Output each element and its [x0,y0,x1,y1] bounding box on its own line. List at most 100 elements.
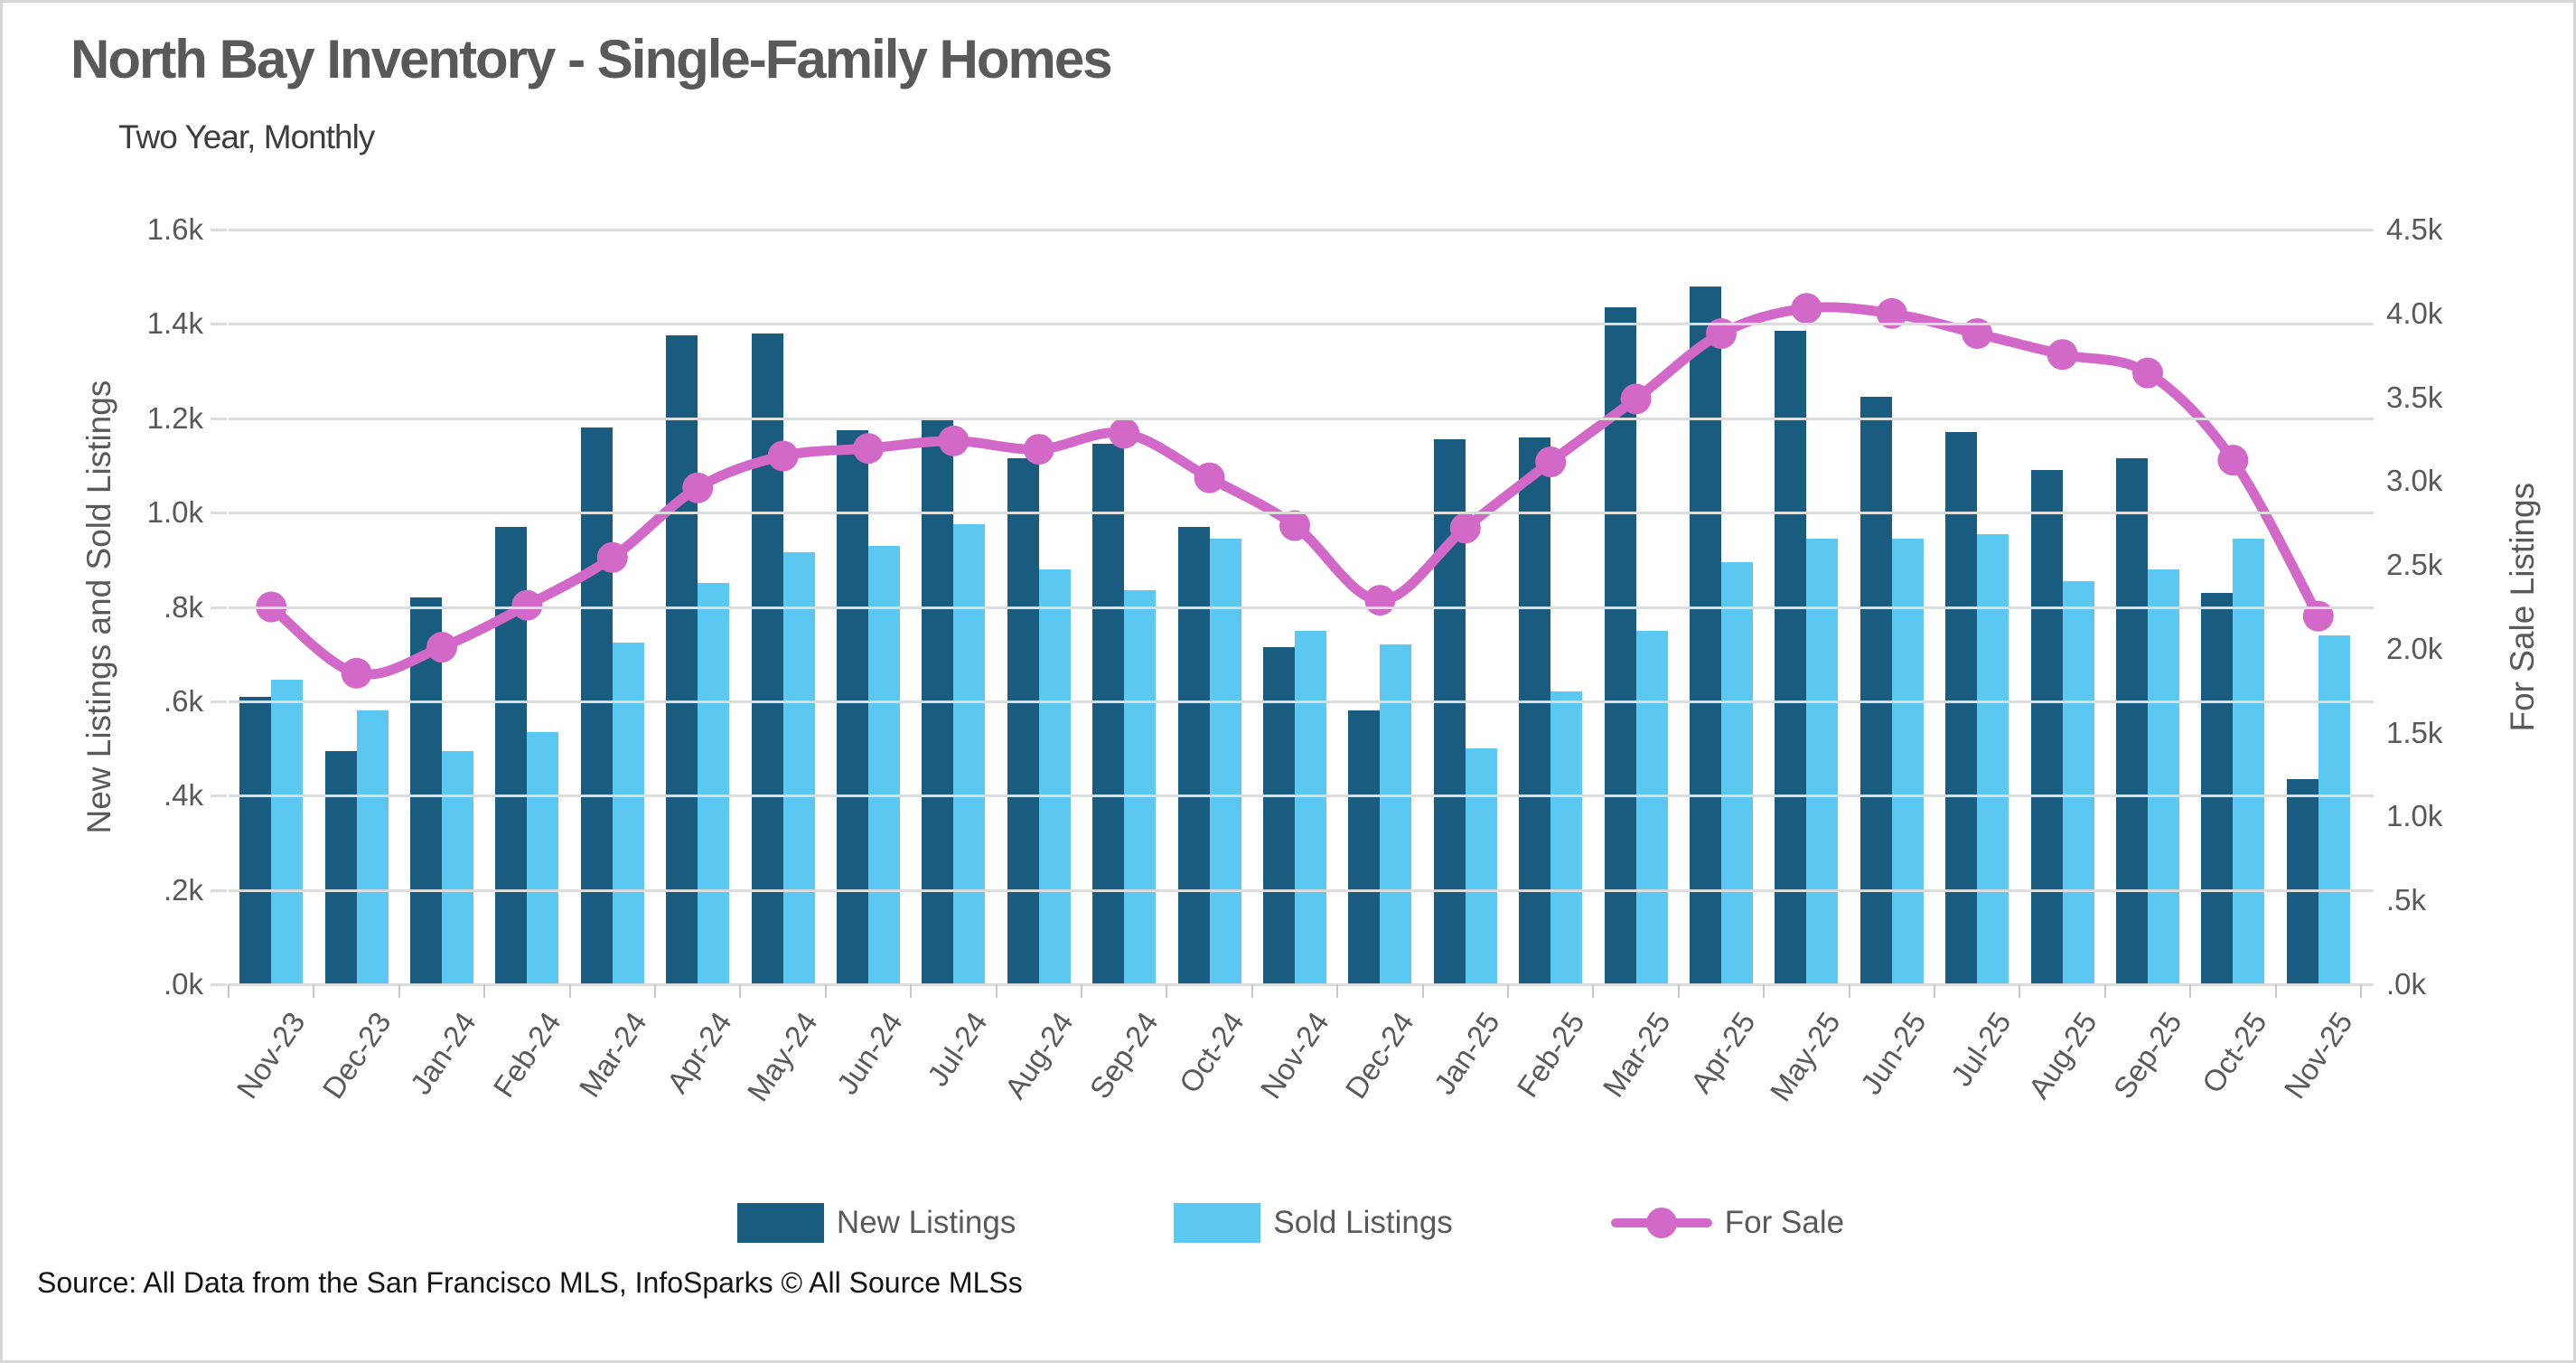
x-axis-tick-mark [1166,984,1168,998]
bar-new-listings[interactable] [2201,592,2234,984]
x-axis-tick-mark [398,984,400,998]
bar-new-listings[interactable] [1348,710,1381,984]
left-tick-mark [211,512,227,515]
left-tick-mark [211,700,227,703]
left-axis-tick-label: .8k [163,589,203,624]
legend-line-dot [1645,1208,1677,1238]
legend-label: Sold Listings [1273,1205,1453,1240]
x-axis-tick-mark [1081,984,1082,998]
gridline [229,323,2374,326]
bar-sold-listings[interactable] [1977,533,2009,984]
x-axis-tick-mark [824,984,827,998]
bar-new-listings[interactable] [2286,778,2318,984]
legend-swatch-icon [1174,1203,1261,1243]
bar-new-listings[interactable] [1177,526,1210,984]
left-axis-tick-label: .4k [163,778,203,813]
bar-sold-listings[interactable] [2318,634,2350,984]
bar-new-listings[interactable] [1775,331,1807,984]
bar-sold-listings[interactable] [1635,630,1668,984]
gridline [229,512,2374,515]
x-axis-tick-mark [739,984,742,998]
x-axis-tick-mark [483,984,486,998]
bar-sold-listings[interactable] [1550,691,1583,984]
right-axis-tick-label: 3.0k [2386,464,2443,498]
gridline [229,700,2374,703]
right-axis-tick-label: 2.0k [2386,631,2443,665]
legend-swatch-icon [736,1203,824,1243]
x-axis-tick-mark [1592,984,1595,998]
bar-sold-listings[interactable] [868,545,900,984]
legend: New Listings Sold Listings For Sale [3,1203,2573,1243]
bar-new-listings[interactable] [495,526,528,984]
bar-new-listings[interactable] [1945,432,1978,984]
left-axis-tick-label: .6k [163,683,203,718]
bar-sold-listings[interactable] [953,524,986,984]
bar-new-listings[interactable] [1519,437,1551,984]
bar-sold-listings[interactable] [1721,561,1753,984]
bar-new-listings[interactable] [1690,286,1721,984]
x-axis-tick-mark [654,984,656,998]
legend-label: New Listings [836,1205,1016,1240]
bar-sold-listings[interactable] [1295,630,1326,984]
bar-new-listings[interactable] [2116,458,2148,984]
x-axis-tick-mark [2103,984,2106,998]
right-axis-tick-label: 2.5k [2386,548,2443,582]
x-axis-tick-mark [2360,984,2362,998]
bar-sold-listings[interactable] [698,583,730,984]
x-axis-tick-mark [2189,984,2192,998]
left-axis-tick-label: 1.0k [146,495,203,530]
left-tick-mark [211,417,227,420]
bar-new-listings[interactable] [2030,470,2063,984]
bar-sold-listings[interactable] [2062,580,2094,984]
bar-sold-listings[interactable] [782,552,815,984]
x-axis-tick-mark [1251,984,1253,998]
legend-item-for-sale[interactable]: For Sale [1610,1203,1845,1243]
bar-sold-listings[interactable] [1380,644,1412,984]
bar-sold-listings[interactable] [2148,569,2179,984]
bar-sold-listings[interactable] [271,680,304,984]
bar-new-listings[interactable] [1007,458,1039,984]
bar-sold-listings[interactable] [442,750,473,984]
right-axis-tick-label: .5k [2386,883,2427,917]
bar-sold-listings[interactable] [1038,569,1071,984]
gridline [229,888,2374,892]
bar-new-listings[interactable] [1433,439,1466,984]
bar-new-listings[interactable] [1859,397,1892,984]
bar-sold-listings[interactable] [612,642,644,984]
x-axis-tick-mark [1677,984,1680,998]
legend-item-sold-listings[interactable]: Sold Listings [1174,1203,1453,1243]
bar-new-listings[interactable] [751,333,783,984]
bar-sold-listings[interactable] [356,710,389,984]
bar-new-listings[interactable] [1263,646,1295,984]
left-tick-mark [211,794,227,798]
bar-new-listings[interactable] [324,750,357,984]
bar-new-listings[interactable] [1092,444,1125,984]
left-tick-mark [211,323,227,326]
x-axis-tick-mark [2274,984,2277,998]
source-note: Source: All Data from the San Francisco … [37,1266,1023,1299]
left-tick-mark [211,983,227,986]
left-axis-tick-label: .0k [163,967,203,1001]
left-axis-tick-label: 1.6k [146,212,203,246]
x-axis-tick-mark [1507,984,1509,998]
gridline [229,794,2374,798]
x-axis-tick-mark [313,984,315,998]
legend-label: For Sale [1724,1205,1845,1240]
chart-subtitle: Two Year, Monthly [118,118,375,155]
bar-new-listings[interactable] [666,335,698,984]
bar-new-listings[interactable] [410,597,442,984]
bar-new-listings[interactable] [1604,307,1636,984]
gridline [229,606,2374,609]
bar-sold-listings[interactable] [1465,748,1497,984]
x-axis-tick-mark [1763,984,1766,998]
bar-new-listings[interactable] [239,696,272,984]
x-axis-tick-mark [1934,984,1935,998]
x-axis-tick-mark [228,984,229,998]
x-axis-tick-mark [1421,984,1424,998]
right-axis-tick-label: 3.5k [2386,380,2443,414]
legend-item-new-listings[interactable]: New Listings [736,1203,1016,1243]
left-tick-mark [211,606,227,609]
bar-sold-listings[interactable] [1124,590,1157,984]
bar-sold-listings[interactable] [527,731,559,984]
